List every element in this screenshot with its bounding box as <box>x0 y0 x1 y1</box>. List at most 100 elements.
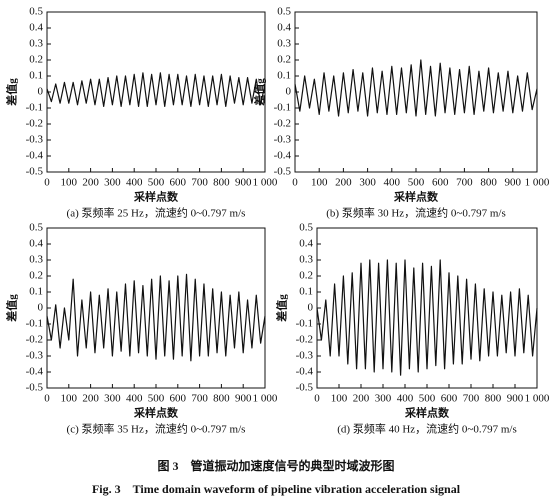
x-tick-label: 600 <box>170 177 187 189</box>
y-axis-label: 差值g <box>5 294 19 322</box>
figure-caption-zh: 图 3 管道振动加速度信号的典型时域波形图 <box>157 458 394 473</box>
y-tick-label: -0.1 <box>296 318 313 330</box>
x-tick-label: 0 <box>292 177 298 189</box>
y-tick-label: 0.2 <box>277 54 291 66</box>
x-tick-label: 400 <box>126 177 143 189</box>
x-tick-label: 900 <box>235 177 252 189</box>
x-axis-label: 采样点数 <box>404 406 450 420</box>
y-tick-label: -0.2 <box>274 118 291 130</box>
x-tick-label: 200 <box>82 393 99 405</box>
x-tick-label: 300 <box>359 177 376 189</box>
y-tick-label: 0.3 <box>29 38 43 50</box>
figure-caption-en: Fig. 3 Time domain waveform of pipeline … <box>92 482 461 496</box>
y-tick-label: 0.1 <box>29 70 43 82</box>
x-tick-label: 0 <box>44 393 50 405</box>
x-tick-label: 1 000 <box>525 177 550 189</box>
y-axis-label: 差值g <box>275 294 289 322</box>
y-tick-label: -0.2 <box>26 334 43 346</box>
y-tick-label: -0.4 <box>274 150 292 162</box>
y-tick-label: 0.5 <box>29 6 43 18</box>
y-tick-label: 0.3 <box>277 38 291 50</box>
y-axis-label: 差值g <box>5 78 19 106</box>
y-tick-label: 0.3 <box>29 254 43 266</box>
y-tick-label: -0.3 <box>26 134 44 146</box>
y-tick-label: -0.4 <box>26 150 44 162</box>
y-tick-label: 0.4 <box>299 238 313 250</box>
y-tick-label: 0 <box>286 86 292 98</box>
y-tick-label: 0.4 <box>29 22 43 34</box>
x-tick-label: 200 <box>353 393 370 405</box>
y-tick-label: 0.4 <box>29 238 43 250</box>
waveform <box>46 72 266 107</box>
x-tick-label: 300 <box>375 393 392 405</box>
x-tick-label: 500 <box>408 177 425 189</box>
x-tick-label: 700 <box>191 177 208 189</box>
y-tick-label: -0.5 <box>274 166 292 178</box>
x-tick-label: 600 <box>441 393 458 405</box>
y-tick-label: 0.1 <box>299 286 313 298</box>
y-tick-label: -0.3 <box>296 350 314 362</box>
x-tick-label: 700 <box>191 393 208 405</box>
x-tick-label: 1 000 <box>253 177 278 189</box>
y-tick-label: 0.5 <box>277 6 291 18</box>
y-tick-label: 0.5 <box>29 222 43 234</box>
y-tick-label: -0.2 <box>26 118 43 130</box>
y-tick-label: -0.3 <box>26 350 44 362</box>
x-tick-label: 800 <box>213 177 230 189</box>
y-tick-label: 0 <box>308 302 314 314</box>
x-tick-label: 500 <box>148 393 165 405</box>
y-tick-label: 0.4 <box>277 22 291 34</box>
y-tick-label: -0.3 <box>274 134 292 146</box>
x-tick-label: 200 <box>335 177 352 189</box>
x-tick-label: 0 <box>314 393 320 405</box>
panel-caption: (c) 泵频率 35 Hz，流速约 0~0.797 m/s <box>67 422 246 436</box>
y-tick-label: 0 <box>38 86 44 98</box>
x-tick-label: 100 <box>61 393 78 405</box>
y-tick-label: 0.1 <box>277 70 291 82</box>
x-tick-label: 400 <box>384 177 401 189</box>
x-tick-label: 800 <box>480 177 497 189</box>
x-tick-label: 500 <box>148 177 165 189</box>
x-tick-label: 600 <box>170 393 187 405</box>
y-tick-label: 0.1 <box>29 286 43 298</box>
x-tick-label: 900 <box>507 393 524 405</box>
x-tick-label: 1 000 <box>253 393 278 405</box>
y-tick-label: -0.1 <box>274 102 291 114</box>
x-tick-label: 0 <box>44 177 50 189</box>
panel-caption: (a) 泵频率 25 Hz，流速约 0~0.797 m/s <box>67 206 246 220</box>
waveform <box>46 273 266 362</box>
x-tick-label: 200 <box>82 177 99 189</box>
waveform <box>294 59 538 117</box>
x-tick-label: 500 <box>419 393 436 405</box>
y-tick-label: -0.5 <box>26 382 44 394</box>
y-tick-label: 0.3 <box>299 254 313 266</box>
y-axis-label: 差值g <box>253 78 267 106</box>
y-tick-label: 0 <box>38 302 44 314</box>
x-tick-label: 400 <box>126 393 143 405</box>
y-tick-label: 0.2 <box>29 270 43 282</box>
panel-caption: (b) 泵频率 30 Hz，流速约 0~0.797 m/s <box>326 206 506 220</box>
y-tick-label: -0.5 <box>26 166 44 178</box>
x-tick-label: 1 000 <box>525 393 550 405</box>
x-tick-label: 100 <box>311 177 328 189</box>
y-tick-label: -0.2 <box>296 334 313 346</box>
y-tick-label: -0.1 <box>26 318 43 330</box>
x-tick-label: 700 <box>463 393 480 405</box>
x-tick-label: 100 <box>61 177 78 189</box>
x-tick-label: 700 <box>456 177 473 189</box>
x-axis-label: 采样点数 <box>133 190 179 204</box>
x-tick-label: 800 <box>485 393 502 405</box>
y-tick-label: 0.2 <box>299 270 313 282</box>
y-tick-label: -0.5 <box>296 382 314 394</box>
x-axis-label: 采样点数 <box>393 190 439 204</box>
x-tick-label: 400 <box>397 393 414 405</box>
x-tick-label: 800 <box>213 393 230 405</box>
x-tick-label: 300 <box>104 393 121 405</box>
x-tick-label: 900 <box>505 177 522 189</box>
x-tick-label: 900 <box>235 393 252 405</box>
x-tick-label: 100 <box>331 393 348 405</box>
waveform <box>316 259 538 376</box>
y-tick-label: -0.1 <box>26 102 43 114</box>
x-tick-label: 600 <box>432 177 449 189</box>
